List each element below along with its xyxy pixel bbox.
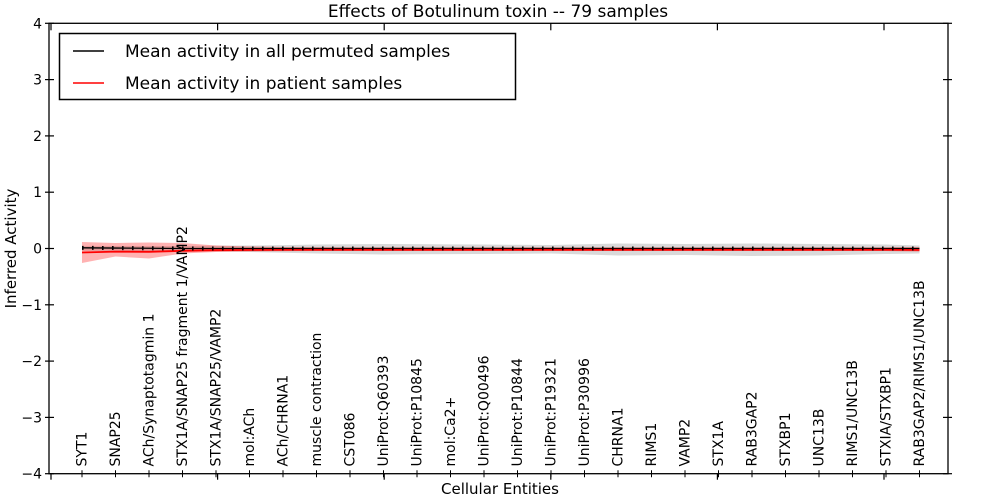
y-tick-label: 1 <box>33 185 42 201</box>
x-tick-label: CHRNA1 <box>611 408 627 467</box>
x-tick-label: mol:ACh <box>242 408 258 467</box>
x-tick-label: STX1A/SNAP25/VAMP2 <box>209 309 225 467</box>
y-tick-label: −1 <box>21 298 42 314</box>
y-tick-label: 3 <box>33 73 42 89</box>
y-tick-label: −4 <box>21 467 42 483</box>
x-tick-label: UNC13B <box>812 409 828 467</box>
x-tick-label: VAMP2 <box>678 419 694 467</box>
patient-mean-line <box>81 248 920 254</box>
x-tick-label: STXIA/STXBP1 <box>879 367 895 466</box>
y-tick-label: −3 <box>21 410 42 426</box>
legend-box <box>58 32 517 101</box>
legend-label-patient: Mean activity in patient samples <box>125 74 402 94</box>
y-tick-label: 4 <box>33 16 42 32</box>
x-tick-label: STX1A/SNAP25 fragment 1/VAMP2 <box>175 226 191 466</box>
permuted-mean-line <box>81 247 920 250</box>
x-tick-label: UniProt:P10844 <box>510 358 526 466</box>
legend-label-permuted: Mean activity in all permuted samples <box>125 42 450 62</box>
x-tick-label: ACh/Synaptotagmin 1 <box>142 314 158 467</box>
x-tick-label: UniProt:P10845 <box>410 358 426 466</box>
x-tick-label: SYT1 <box>75 432 91 467</box>
x-tick-label: ACh/CHRNA1 <box>276 375 292 467</box>
x-tick-label: SNAP25 <box>108 411 124 466</box>
x-tick-label: UniProt:P30996 <box>577 358 593 466</box>
x-tick-label: STX1A <box>711 421 727 467</box>
y-tick-label: −2 <box>21 354 42 370</box>
x-tick-label: UniProt:P19321 <box>544 358 560 466</box>
x-tick-label: RIMS1 <box>644 423 660 467</box>
x-tick-label: muscle contraction <box>309 333 325 467</box>
x-tick-label: RAB3GAP2 <box>745 391 761 466</box>
x-axis-label: Cellular Entities <box>441 480 559 498</box>
x-tick-label: UniProt:Q00496 <box>477 355 493 466</box>
x-tick-label: RIMS1/UNC13B <box>845 360 861 466</box>
x-tick-label: RAB3GAP2/RIMS1/UNC13B <box>912 280 928 466</box>
legend: Mean activity in all permuted samples Me… <box>58 32 517 101</box>
x-tick-label: mol:Ca2+ <box>443 397 459 467</box>
y-tick-label: 0 <box>33 242 42 258</box>
x-tick-label: STXBP1 <box>778 413 794 467</box>
y-tick-label: 2 <box>33 129 42 145</box>
y-axis-label: Inferred Activity <box>2 188 20 308</box>
x-tick-label: CST086 <box>343 412 359 466</box>
plot-area: 4 3 2 1 0 −1 −2 −3 −4 SYT1 SNAP25 ACh/Synaptotagmin… <box>21 16 952 483</box>
chart-title: Effects of Botulinum toxin -- 79 samples <box>328 2 668 22</box>
x-tick-label: UniProt:Q60393 <box>376 356 392 467</box>
patient-band <box>82 242 920 264</box>
